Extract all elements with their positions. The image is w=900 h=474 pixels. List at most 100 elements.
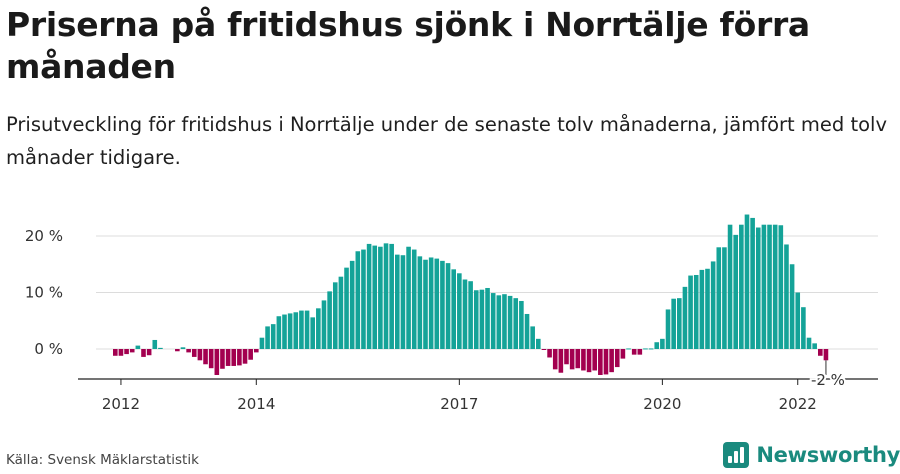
bar [614,349,620,368]
bar [671,298,676,349]
bar [479,289,485,350]
bar [772,224,778,349]
bar [287,313,293,349]
bar [180,347,186,350]
bar [355,251,361,349]
bar [513,298,519,349]
bar [282,314,287,349]
bar [462,279,468,349]
bar [124,349,129,355]
bar [237,349,242,366]
bar [744,214,750,349]
bar [197,349,203,361]
bar [129,349,135,353]
bar [327,291,332,349]
bar [158,347,163,349]
bar [220,349,225,369]
bar [400,255,406,349]
bar [699,269,705,349]
bar [451,269,456,349]
bar [259,337,265,349]
bar [378,246,383,349]
bar [631,349,637,355]
bar [304,310,310,349]
bar [598,349,603,375]
bar [361,249,366,349]
bar [225,349,231,366]
bar-chart: 0 % 10 % 20 % 2012 2014 2017 2020 2022 -2 % [25,214,878,413]
chart-title: Priserna på fritidshus sjönk i Norrtälje… [6,5,810,86]
bar [411,249,417,349]
bar [473,290,479,349]
bar [457,273,462,349]
bar [366,243,372,349]
x-tick-label: 2020 [643,395,681,413]
bar [682,286,688,349]
bar [705,268,710,349]
bar [242,349,248,364]
bars [113,214,829,375]
bar [265,326,270,349]
bar [175,349,180,352]
bar [203,349,208,365]
bar [722,247,727,349]
bar [660,338,665,349]
bar [643,348,648,350]
tick-labels: 0 % 10 % 20 % 2012 2014 2017 2020 2022 -2 % [25,227,847,413]
bar [254,349,259,353]
bar [716,247,722,349]
bar [496,295,502,349]
bar [677,298,682,349]
bar [806,337,812,349]
bar [823,349,829,361]
bar [208,349,214,369]
bar [795,292,801,349]
bar [214,349,220,375]
bar [321,300,327,349]
bar [750,217,755,349]
bar [778,225,784,349]
bar [372,245,378,349]
bar [710,261,716,350]
bar [767,224,772,349]
bar [349,260,355,349]
bar [693,274,699,350]
bar [552,349,558,370]
x-axis [78,360,878,385]
bar [417,256,423,349]
bar [270,324,276,349]
bar [812,343,817,349]
bar [118,349,124,356]
bar [727,224,733,349]
bar [536,338,541,349]
bar [586,349,592,373]
bar [146,349,152,356]
newsworthy-logo[interactable]: Newsworthy [723,440,900,470]
brand-name: Newsworthy [756,443,900,467]
bar [485,287,490,349]
bar [524,313,530,349]
bar [490,293,496,349]
bar [332,282,338,349]
bar [733,234,738,349]
bar [395,254,400,349]
bar [428,257,434,349]
chart-subtitle: Prisutveckling för fritidshus i Norrtälj… [6,113,887,169]
bar [276,316,282,349]
bar [761,224,767,349]
bar [519,300,524,350]
bar [547,349,552,358]
last-value-label: -2 % [811,371,845,389]
bar [445,263,451,349]
bar [739,224,744,349]
bar [755,227,761,349]
x-tick-label: 2022 [779,395,817,413]
bar [603,349,609,375]
bar [637,349,643,355]
bar [383,243,389,349]
bar [507,295,513,349]
source-note: Källa: Svensk Mäklarstatistik [6,452,199,468]
bar [191,349,197,357]
bar [434,258,440,349]
bar [440,260,445,349]
